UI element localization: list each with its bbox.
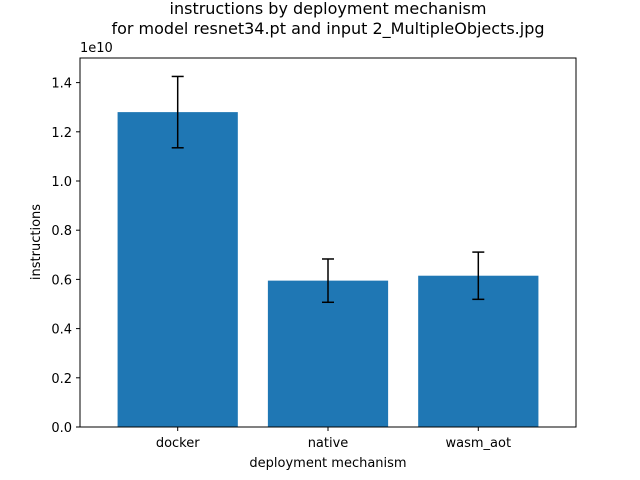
bar-docker — [117, 112, 238, 428]
plot-area: 0.0 0.2 0.4 0.6 0.8 1.0 1.2 1.4 docker native wasm… — [51, 75, 539, 451]
bar-native — [267, 280, 389, 427]
y-tick-label: 1.4 — [51, 77, 72, 92]
x-axis-label: deployment mechanism — [249, 456, 406, 471]
chart-title-line-2: for model resnet34.pt and input 2_Multip… — [111, 19, 544, 39]
y-tick-label: 0.8 — [51, 224, 72, 239]
y-scale-offset-label: 1e10 — [80, 41, 113, 56]
y-tick-label: 0.2 — [51, 372, 72, 387]
axes-frame — [79, 57, 577, 428]
y-tick-label: 0.4 — [51, 323, 72, 338]
y-axis-label: instructions — [29, 204, 44, 280]
y-tick-label: 1.2 — [51, 126, 72, 141]
x-tick-label-wasm_aot: wasm_aot — [446, 436, 512, 451]
y-tick-label: 0.0 — [51, 421, 72, 436]
x-tick-label-docker: docker — [156, 436, 200, 451]
x-tick-label-native: native — [308, 436, 349, 451]
y-tick-label: 0.6 — [51, 273, 72, 288]
chart-title-line-1: instructions by deployment mechanism — [170, 0, 487, 18]
bar-wasm_aot — [418, 275, 539, 427]
y-tick-label: 1.0 — [51, 175, 72, 190]
